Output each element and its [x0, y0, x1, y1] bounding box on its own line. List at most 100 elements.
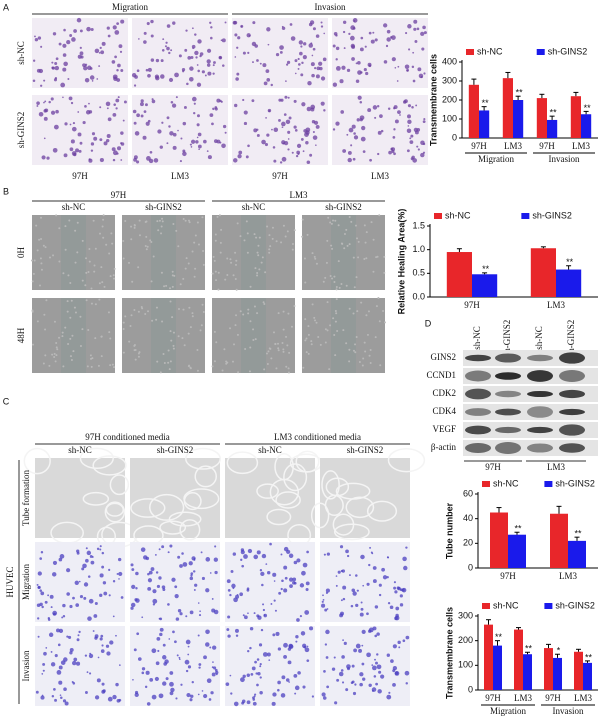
cell — [40, 591, 45, 596]
cell — [306, 550, 309, 554]
cell — [252, 328, 255, 331]
cell — [240, 677, 245, 683]
cell — [203, 655, 207, 660]
cell — [243, 110, 248, 115]
cell — [187, 645, 190, 648]
cell — [376, 632, 380, 636]
wound-gap — [331, 215, 356, 290]
cell — [403, 565, 408, 571]
cell — [357, 240, 360, 243]
cell — [134, 75, 138, 79]
micrograph — [31, 298, 116, 373]
cell — [69, 147, 74, 152]
cell — [416, 145, 419, 148]
cell — [373, 675, 377, 678]
blot-label: GINS2 — [430, 352, 456, 362]
tube — [79, 447, 114, 470]
cell — [40, 268, 43, 271]
band — [465, 370, 491, 382]
cell — [262, 301, 265, 304]
cell — [287, 148, 290, 151]
bar — [468, 84, 479, 138]
cell — [421, 47, 425, 51]
cell — [54, 698, 57, 702]
cell — [361, 662, 365, 666]
cell — [81, 567, 85, 571]
micrograph — [225, 542, 315, 622]
cell — [161, 121, 164, 124]
cell — [320, 21, 323, 24]
cell — [324, 276, 327, 279]
cell — [343, 641, 347, 646]
cell — [272, 572, 277, 577]
cell — [193, 111, 196, 115]
cell — [253, 305, 256, 308]
cell — [103, 141, 108, 146]
cell — [108, 594, 111, 597]
cell — [133, 308, 136, 311]
cell — [96, 678, 101, 683]
tube — [333, 523, 370, 541]
cell — [189, 66, 194, 71]
cell — [130, 225, 133, 228]
cell — [268, 234, 271, 237]
cell — [407, 114, 411, 119]
cell — [224, 278, 227, 281]
cell — [152, 589, 157, 594]
cell — [354, 343, 357, 346]
tube — [149, 493, 185, 521]
y-tick-label: 40 — [463, 513, 473, 523]
cell — [306, 659, 310, 663]
wound-gap — [241, 215, 266, 290]
cell — [151, 648, 157, 654]
cell — [285, 119, 291, 125]
cell — [84, 691, 88, 694]
col-header: LM3 — [290, 190, 309, 200]
cell — [149, 678, 154, 682]
cell — [386, 37, 391, 42]
cell — [283, 141, 289, 146]
cell — [99, 548, 102, 551]
cell — [168, 368, 171, 371]
cell — [302, 562, 308, 568]
cell — [82, 120, 86, 125]
panel-label: A — [3, 2, 9, 12]
bar — [508, 534, 526, 568]
cell — [224, 21, 227, 24]
cell — [396, 586, 400, 590]
cell — [136, 632, 140, 636]
cell — [102, 581, 107, 585]
cell — [114, 30, 120, 35]
cell — [159, 632, 163, 637]
cell — [279, 45, 284, 50]
cell — [311, 695, 315, 698]
cell — [279, 161, 283, 164]
cell — [157, 129, 162, 134]
x-tick-label: 97H — [539, 141, 555, 151]
cell — [196, 64, 199, 66]
cell — [196, 114, 200, 118]
cell — [147, 67, 152, 72]
cell — [79, 345, 82, 348]
cell — [130, 238, 133, 241]
cell — [181, 337, 184, 340]
cell — [112, 112, 117, 117]
cell — [374, 336, 377, 339]
y-tick-label: 400 — [442, 56, 457, 66]
cell — [99, 106, 102, 109]
cell — [145, 670, 150, 675]
bar — [484, 624, 493, 690]
cell — [190, 55, 194, 59]
cell — [161, 585, 166, 589]
cell — [35, 690, 39, 694]
cell — [378, 583, 382, 587]
cell — [336, 329, 339, 332]
legend-swatch — [434, 213, 442, 219]
cell — [256, 133, 260, 137]
cell — [185, 29, 188, 32]
cell — [98, 52, 101, 54]
cell — [386, 576, 389, 579]
cell — [111, 60, 116, 64]
significance: ** — [566, 257, 574, 267]
cell — [48, 100, 51, 104]
